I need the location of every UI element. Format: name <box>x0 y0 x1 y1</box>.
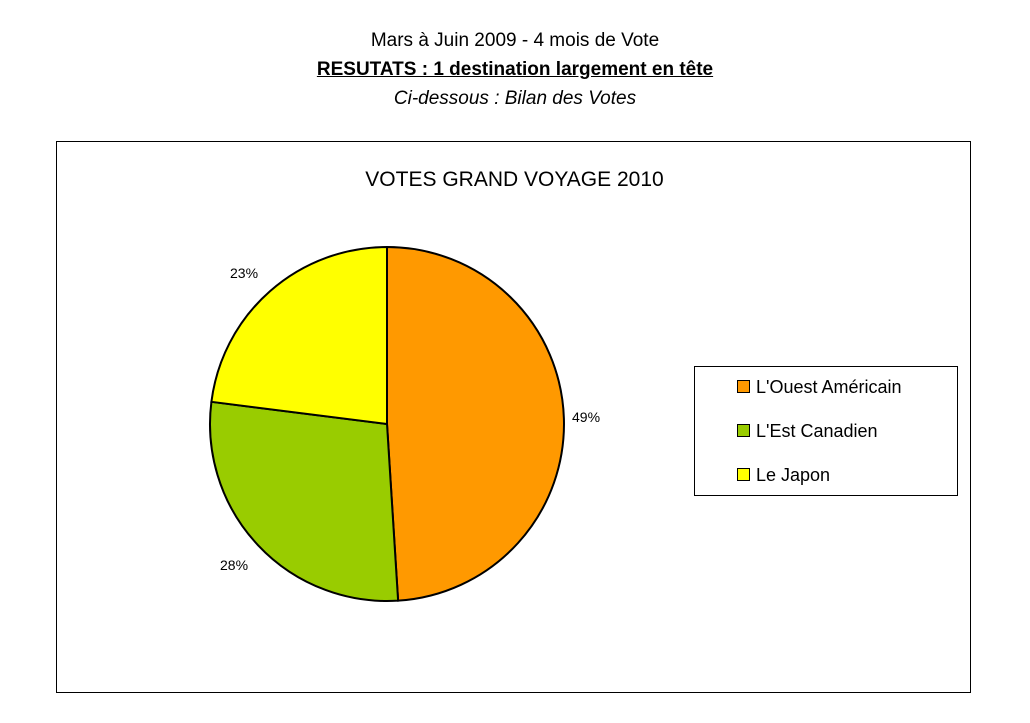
pie-chart: 49% 28% 23% <box>209 245 600 602</box>
legend-label: L'Ouest Américain <box>756 377 902 397</box>
header-period: Mars à Juin 2009 - 4 mois de Vote <box>370 30 660 51</box>
legend-swatch <box>737 468 750 482</box>
chart-title: VOTES GRAND VOYAGE 2010 <box>365 168 664 191</box>
legend-swatch <box>737 380 750 394</box>
pie-slice-label-3: 23% <box>230 265 258 281</box>
page-header: Mars à Juin 2009 - 4 mois de Vote RESUTA… <box>0 26 1030 113</box>
pie-slice-label-1: 49% <box>572 409 600 425</box>
chart-legend: L'Ouest Américain L'Est Canadien Le Japon <box>694 366 958 496</box>
legend-item-2: L'Est Canadien <box>737 419 878 443</box>
pie-slice-2 <box>209 400 400 602</box>
pie-slice-label-2: 28% <box>220 557 248 573</box>
header-results: RESUTATS : 1 destination largement en tê… <box>316 59 714 80</box>
legend-label: Le Japon <box>756 465 831 485</box>
legend-swatch <box>737 424 750 438</box>
legend-item-1: L'Ouest Américain <box>737 375 902 399</box>
legend-label: L'Est Canadien <box>756 421 878 441</box>
chart-frame: VOTES GRAND VOYAGE 2010 49% 28% 23% L'Oues… <box>56 141 971 693</box>
pie-slice-3 <box>210 245 388 426</box>
pie-slice-1 <box>386 245 565 602</box>
legend-item-3: Le Japon <box>737 463 830 487</box>
header-subtitle: Ci-dessous : Bilan des Votes <box>393 88 637 109</box>
